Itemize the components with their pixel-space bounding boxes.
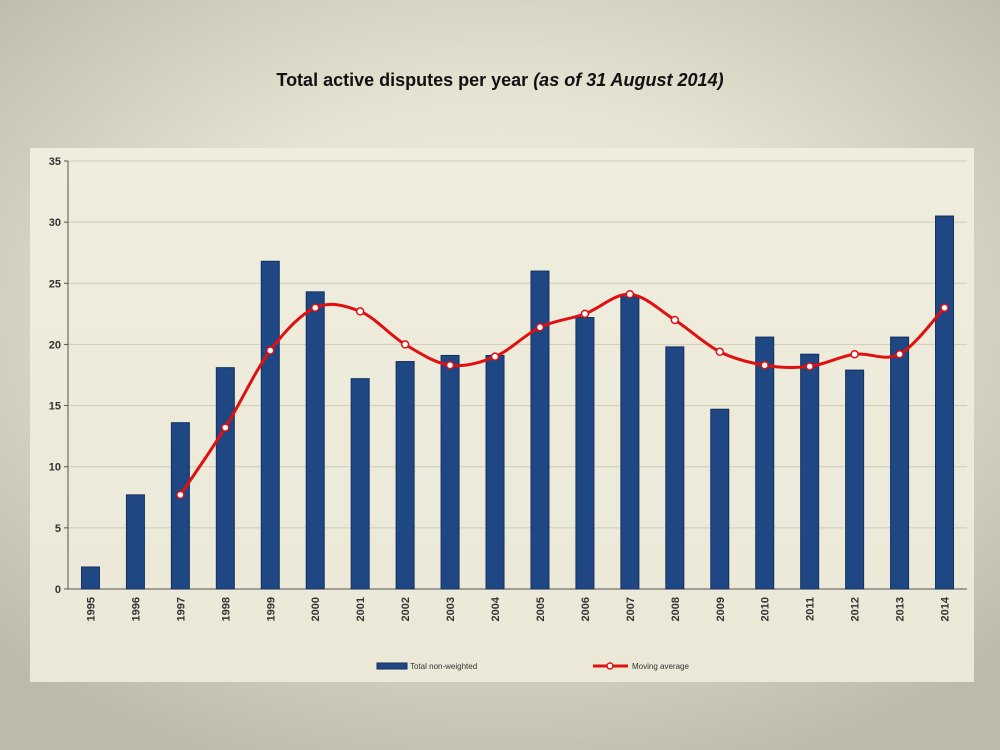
moving-average-point [580,309,590,319]
x-tick-label: 2009 [715,597,727,621]
x-tick-label: 2011 [805,597,817,621]
bar [395,361,415,590]
x-tick-label: 2014 [940,596,952,621]
x-tick-label: 2012 [850,597,862,621]
moving-average-point [715,347,725,357]
x-tick-label: 2000 [310,597,322,621]
y-tick-label: 30 [49,217,61,229]
moving-average-point [400,340,410,349]
bar [125,494,145,590]
bar [530,270,550,590]
bar [350,378,370,590]
x-tick-label: 2006 [580,597,592,621]
moving-average-point [850,349,859,359]
y-tick-label: 20 [49,339,61,351]
moving-average-point [310,303,320,312]
x-tick-label: 1997 [175,597,187,621]
x-tick-label: 1998 [220,597,232,621]
moving-average-point [266,346,275,355]
y-tick-label: 25 [49,278,61,290]
x-tick-label: 2004 [490,596,502,621]
moving-average-point [670,315,680,325]
moving-average-point [895,349,904,359]
chart-title-main: Total active disputes per year [276,70,529,90]
moving-average-point [805,362,814,371]
moving-average-point [940,303,949,312]
bar [215,367,235,590]
bar [665,346,685,590]
bar [710,408,730,590]
moving-average-point [445,360,455,370]
bar [260,260,280,590]
moving-average-point [535,323,545,332]
bar [575,317,595,590]
y-tick-label: 35 [49,156,61,168]
x-tick-label: 2010 [760,597,772,621]
moving-average-point [176,490,185,500]
y-tick-label: 5 [55,523,61,535]
bar [80,566,100,590]
bar [935,215,955,590]
x-tick-label: 2013 [895,597,907,621]
bar [845,369,865,590]
chart-panel: 0 5 10 15 20 25 30 35 1995 1996 1997 1998 1999 2000 20… [30,148,974,682]
x-tick-label: 2001 [355,597,367,621]
legend-line-label: Moving average [632,662,689,671]
y-tick-label: 0 [55,584,61,596]
chart-title-subtitle: (as of 31 August 2014) [533,70,724,90]
legend-bar-label: Total non-weighted [410,662,477,671]
bar [800,353,820,590]
x-tick-label: 1999 [265,597,277,621]
y-tick-label: 10 [49,462,61,474]
bar [485,354,505,590]
bar [755,336,775,590]
x-tick-label: 2003 [445,597,457,621]
disputes-chart: 0 5 10 15 20 25 30 35 1995 1996 1997 1998 1999 2000 20… [49,156,967,671]
moving-average-point [625,290,635,299]
moving-average-line [179,292,946,496]
moving-average-point [490,352,500,361]
bar [890,336,910,590]
chart-title: Total active disputes per year (as of 31… [0,70,1000,91]
bar [440,354,460,590]
bar [620,296,640,590]
x-tick-label: 2002 [400,597,412,621]
y-tick-label: 15 [49,401,61,413]
x-tick-label: 1996 [130,597,142,621]
legend-line-marker [606,662,614,670]
x-tick-label: 2005 [535,597,547,621]
moving-average-point [760,360,769,370]
x-tick-label: 1995 [85,597,97,621]
x-tick-label: 2007 [625,597,637,621]
moving-average-point [221,423,230,432]
bar [305,291,325,590]
moving-average-point [355,307,365,316]
x-tick-label: 2008 [670,597,682,621]
bar [170,422,190,590]
legend-bar-swatch [376,662,408,670]
